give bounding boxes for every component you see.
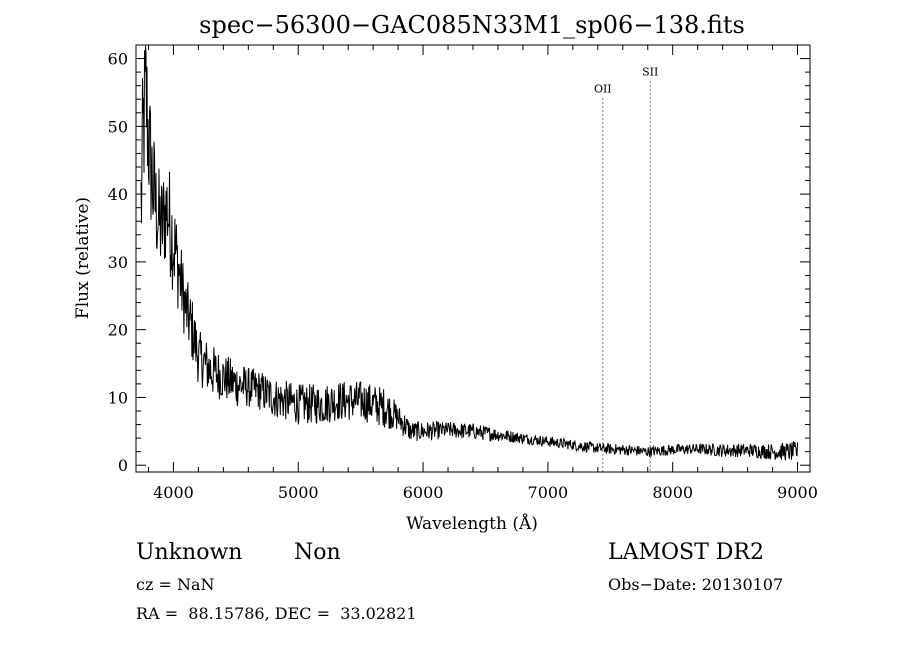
plot-frame [135, 44, 811, 473]
redshift-cz: cz = NaN [136, 575, 215, 594]
x-axis-label: Wavelength (Å) [406, 513, 538, 534]
emission-line-label: SII [642, 66, 658, 79]
axis-ticks: 4000 5000 6000 7000 8000 9000 0 10 20 30 40 50 60 [108, 44, 818, 502]
x-tick-label: 8000 [652, 483, 693, 502]
survey-name: LAMOST DR2 [608, 540, 764, 565]
y-tick-label: 20 [108, 321, 128, 340]
y-tick-label: 40 [108, 185, 128, 204]
emission-lines: OII SII [594, 66, 658, 472]
x-tick-label: 9000 [777, 483, 818, 502]
coordinates: RA = 88.15786, DEC = 33.02821 [136, 604, 417, 623]
chart-title: spec−56300−GAC085N33M1_sp06−138.fits [199, 11, 745, 39]
x-tick-label: 5000 [278, 483, 319, 502]
object-subclass: Non [294, 540, 341, 565]
obs-date: Obs−Date: 20130107 [608, 575, 784, 594]
y-tick-label: 50 [108, 117, 128, 136]
spectrum-line [140, 45, 798, 461]
y-axis-label: Flux (relative) [73, 197, 93, 319]
x-tick-label: 4000 [153, 483, 194, 502]
y-tick-label: 60 [108, 50, 128, 69]
object-class: Unknown [136, 540, 243, 565]
y-tick-label: 30 [108, 253, 128, 272]
x-tick-label: 7000 [528, 483, 569, 502]
emission-line-label: OII [594, 82, 612, 95]
y-tick-label: 10 [108, 388, 128, 407]
x-tick-label: 6000 [403, 483, 444, 502]
y-tick-label: 0 [118, 456, 128, 475]
